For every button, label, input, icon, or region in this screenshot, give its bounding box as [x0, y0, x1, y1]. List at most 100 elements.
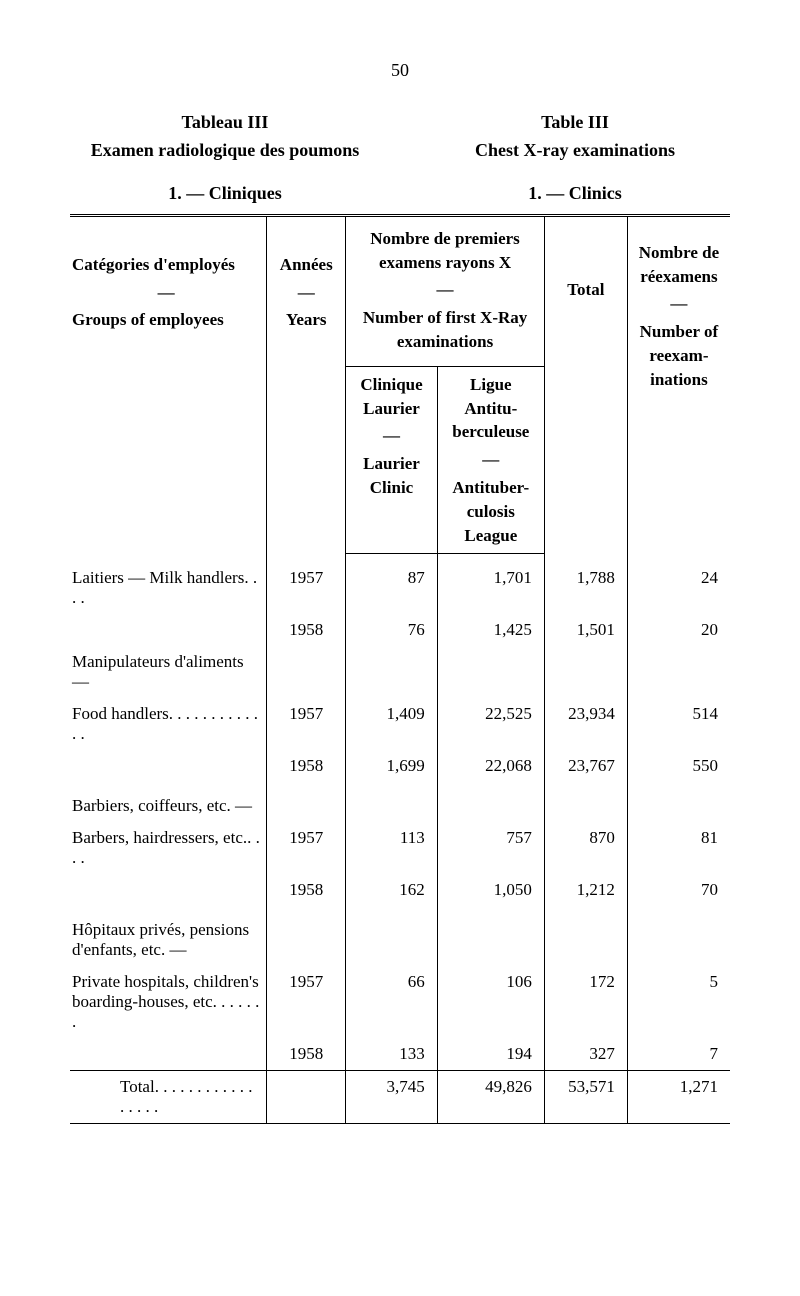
- cell-cat: [70, 1038, 267, 1071]
- cell-year: [267, 914, 346, 966]
- hdr-reexam: Nombre de réexamens — Number of reexam- …: [627, 217, 730, 554]
- total-tot: 53,571: [544, 1071, 627, 1124]
- cell-clin: [346, 914, 438, 966]
- cell-lig: [437, 790, 544, 822]
- right-title-2: Chest X-ray examinations: [420, 137, 730, 165]
- cell-re: [627, 646, 730, 698]
- hdr-years-fr: Années: [280, 255, 333, 274]
- hdr-first-en: Number of first X-Ray examinations: [363, 308, 527, 351]
- cell-re: 7: [627, 1038, 730, 1071]
- cell-lig: [437, 914, 544, 966]
- cell-year: 1957: [267, 822, 346, 874]
- cell-tot: 1,212: [544, 874, 627, 906]
- cell-lig: [437, 646, 544, 698]
- cell-cat: Barbiers, coiffeurs, etc. —: [70, 790, 267, 822]
- cell-tot: 23,934: [544, 698, 627, 750]
- cell-lig: 757: [437, 822, 544, 874]
- cell-cat: [70, 614, 267, 646]
- table-row: Food handlers. . . . . . . . . . . . . 1…: [70, 698, 730, 750]
- hdr-first-fr: Nombre de premiers examens rayons X: [370, 229, 520, 272]
- hdr-total-label: Total: [567, 280, 604, 299]
- cell-re: 5: [627, 966, 730, 1038]
- cell-year: [267, 646, 346, 698]
- table-row: 1958 1,699 22,068 23,767 550: [70, 750, 730, 782]
- cell-year: 1958: [267, 1038, 346, 1071]
- hdr-total: Total: [544, 217, 627, 554]
- hdr-categories: Catégories d'employés — Groups of employ…: [70, 217, 267, 554]
- total-clin: 3,745: [346, 1071, 438, 1124]
- cell-lig: 22,068: [437, 750, 544, 782]
- cell-lig: 194: [437, 1038, 544, 1071]
- total-lig: 49,826: [437, 1071, 544, 1124]
- left-title-1: Tableau III: [70, 109, 380, 137]
- cell-clin: 162: [346, 874, 438, 906]
- cell-clin: [346, 790, 438, 822]
- cell-cat: Food handlers. . . . . . . . . . . . .: [70, 698, 267, 750]
- hdr-re-fr: Nombre de réexamens: [639, 243, 719, 286]
- hdr-first-exams: Nombre de premiers examens rayons X — Nu…: [346, 217, 545, 366]
- cell-lig: 1,425: [437, 614, 544, 646]
- cell-re: 20: [627, 614, 730, 646]
- table-row: Barbiers, coiffeurs, etc. —: [70, 790, 730, 822]
- hdr-clin-fr: Clinique Laurier: [360, 375, 422, 418]
- table-row: 1958 76 1,425 1,501 20: [70, 614, 730, 646]
- page-number: 50: [70, 60, 730, 81]
- total-row: Total. . . . . . . . . . . . . . . . . 3…: [70, 1071, 730, 1124]
- hdr-lig-en: Antituber- culosis League: [452, 478, 529, 545]
- dash-icon: —: [634, 292, 724, 316]
- hdr-lig-fr: Ligue Antitu- berculeuse: [452, 375, 529, 442]
- cell-year: 1957: [267, 698, 346, 750]
- total-label: Total. . . . . . . . . . . . . . . . .: [70, 1071, 267, 1124]
- cell-re: 550: [627, 750, 730, 782]
- cell-cat: Manipulateurs d'aliments —: [70, 646, 267, 698]
- cell-cat: Hôpitaux privés, pensions d'enfants, etc…: [70, 914, 267, 966]
- document-page: 50 Tableau III Examen radiologique des p…: [0, 0, 800, 1184]
- table-row: Manipulateurs d'aliments —: [70, 646, 730, 698]
- cell-clin: 133: [346, 1038, 438, 1071]
- table-row: Laitiers — Milk handlers. . . . 1957 87 …: [70, 562, 730, 614]
- cell-clin: [346, 646, 438, 698]
- hdr-cat-fr: Catégories d'employés: [72, 255, 235, 274]
- right-title-1: Table III: [420, 109, 730, 137]
- cell-cat: [70, 874, 267, 906]
- cell-tot: [544, 790, 627, 822]
- spacer: [70, 782, 730, 790]
- data-table: Catégories d'employés — Groups of employ…: [70, 217, 730, 1125]
- cell-year: 1957: [267, 562, 346, 614]
- cell-re: [627, 790, 730, 822]
- total-year: [267, 1071, 346, 1124]
- cell-cat: Laitiers — Milk handlers. . . .: [70, 562, 267, 614]
- left-subhead: 1. — Cliniques: [70, 183, 380, 204]
- subheads-row: 1. — Cliniques 1. — Clinics: [70, 183, 730, 204]
- dash-icon: —: [72, 281, 260, 305]
- cell-re: 70: [627, 874, 730, 906]
- cell-re: [627, 914, 730, 966]
- header-row-1: Catégories d'employés — Groups of employ…: [70, 217, 730, 366]
- cell-clin: 1,699: [346, 750, 438, 782]
- cell-lig: 1,701: [437, 562, 544, 614]
- cell-cat: Private hospitals, children's boarding-h…: [70, 966, 267, 1038]
- hdr-years: Années — Years: [267, 217, 346, 554]
- cell-lig: 106: [437, 966, 544, 1038]
- left-title-block: Tableau III Examen radiologique des poum…: [70, 109, 380, 165]
- hdr-re-en: Number of reexam- inations: [640, 322, 719, 389]
- cell-tot: 1,501: [544, 614, 627, 646]
- cell-year: [267, 790, 346, 822]
- hdr-years-en: Years: [286, 310, 327, 329]
- dash-icon: —: [273, 281, 339, 305]
- cell-tot: 23,767: [544, 750, 627, 782]
- hdr-cat-en: Groups of employees: [72, 310, 224, 329]
- cell-tot: [544, 646, 627, 698]
- right-subhead: 1. — Clinics: [420, 183, 730, 204]
- dash-icon: —: [444, 448, 538, 472]
- spacer: [70, 554, 730, 563]
- table-row: Hôpitaux privés, pensions d'enfants, etc…: [70, 914, 730, 966]
- cell-re: 514: [627, 698, 730, 750]
- total-re: 1,271: [627, 1071, 730, 1124]
- cell-re: 81: [627, 822, 730, 874]
- cell-clin: 1,409: [346, 698, 438, 750]
- cell-tot: 172: [544, 966, 627, 1038]
- hdr-clin-en: Laurier Clinic: [363, 454, 420, 497]
- dash-icon: —: [352, 424, 431, 448]
- cell-year: 1958: [267, 750, 346, 782]
